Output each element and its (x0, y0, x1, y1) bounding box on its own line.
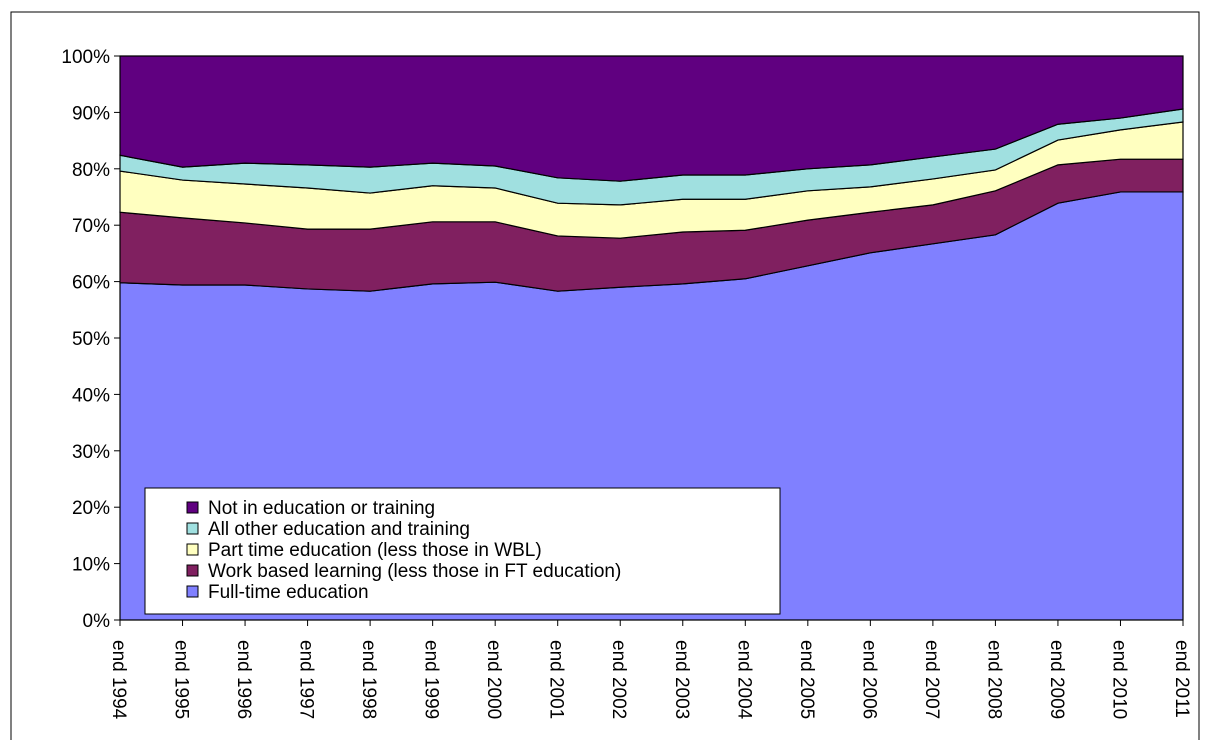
x-tick-label: end 1996 (233, 640, 254, 719)
y-tick-label: 80% (72, 160, 110, 181)
x-tick-label: end 1997 (296, 640, 317, 719)
legend-swatch (186, 501, 199, 514)
legend-box (144, 487, 781, 615)
x-tick-label: end 2009 (1046, 640, 1067, 719)
x-tick-label: end 1995 (171, 640, 192, 719)
x-tick-label: end 2004 (733, 640, 754, 720)
y-tick-label: 100% (61, 47, 110, 68)
legend-label: Work based learning (less those in FT ed… (208, 561, 621, 582)
y-tick-label: 10% (72, 555, 110, 576)
legend-swatch (186, 522, 199, 535)
y-tick-label: 0% (83, 611, 111, 632)
x-tick-label: end 2008 (983, 640, 1004, 719)
legend-label: Full-time education (208, 582, 369, 603)
legend-label: Part time education (less those in WBL) (208, 540, 542, 561)
x-tick-label: end 2010 (1108, 640, 1129, 719)
legend-label: Not in education or training (208, 498, 435, 519)
x-tick-label: end 2000 (483, 640, 504, 719)
y-tick-label: 70% (72, 216, 110, 237)
y-tick-label: 90% (72, 103, 110, 124)
legend-swatch (186, 585, 199, 598)
x-tick-label: end 1994 (108, 640, 129, 720)
y-tick-label: 40% (72, 385, 110, 406)
x-tick-label: end 1998 (358, 640, 379, 719)
y-tick-label: 30% (72, 442, 110, 463)
legend-swatch (186, 564, 199, 577)
legend-label: All other education and training (208, 519, 470, 540)
y-tick-label: 20% (72, 498, 110, 519)
x-tick-label: end 2011 (1171, 640, 1192, 718)
y-tick-label: 50% (72, 329, 110, 350)
x-tick-label: end 2006 (858, 640, 879, 719)
area (119, 55, 1184, 182)
x-tick-label: end 2005 (796, 640, 817, 719)
x-tick-label: end 1999 (421, 640, 442, 719)
x-tick-label: end 2003 (671, 640, 692, 719)
x-tick-label: end 2001 (546, 640, 567, 719)
legend-swatch (186, 543, 199, 556)
y-tick-label: 60% (72, 273, 110, 294)
x-tick-label: end 2007 (921, 640, 942, 719)
x-tick-label: end 2002 (608, 640, 629, 719)
